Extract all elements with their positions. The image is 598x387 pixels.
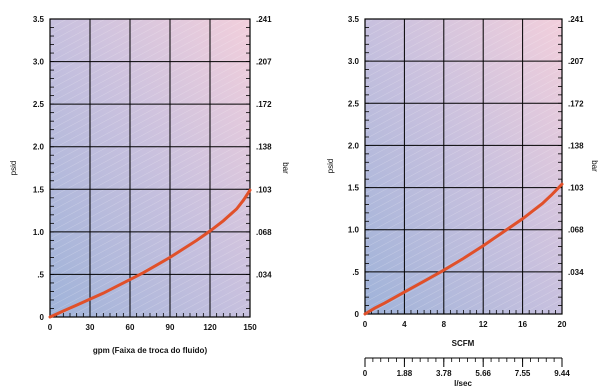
chart-2-y-tick-label: .5 xyxy=(352,268,359,277)
chart-2-y2-tick-labels: .034 .068 .103 .138 .172 .207 .241 xyxy=(568,15,584,277)
chart-2-y-tick-label: 0 xyxy=(355,310,360,319)
chart-1-y2-tick-label: .103 xyxy=(256,185,272,194)
chart-1-y-tick-label: 2.5 xyxy=(33,100,45,109)
chart-1-y-tick-label: 3.0 xyxy=(33,58,45,67)
chart-2-secondary-x-axis-label: l/sec xyxy=(454,379,472,387)
chart-2-y-axis-label: psid xyxy=(326,159,335,174)
chart-1-x-tick-label: 0 xyxy=(48,323,53,332)
chart-2-y-tick-labels: 0 .5 1.0 1.5 2.0 2.5 3.0 3.5 xyxy=(348,15,360,319)
chart-1-x-tick-labels: 0 30 60 90 120 150 xyxy=(48,323,257,332)
chart-1-x-tick-label: 90 xyxy=(166,323,175,332)
chart-1-plot-frame xyxy=(49,18,251,318)
chart-2-x-tick-label: 16 xyxy=(518,320,527,329)
chart-2-minor-ticks xyxy=(365,27,562,314)
chart-1-y2-axis-label: bar xyxy=(281,162,290,174)
chart-2-x2-tick-label: 7.55 xyxy=(515,369,531,378)
chart-1-y-tick-label: 1.5 xyxy=(33,185,45,194)
chart-1-grid xyxy=(50,19,250,317)
chart-1-x-axis-label: gpm (Faixa de troca do fluido) xyxy=(93,346,208,355)
chart-2-y-tick-label: 1.5 xyxy=(348,184,360,193)
chart-1-y2-tick-label: .241 xyxy=(256,15,272,24)
chart-2-y2-tick-label: .172 xyxy=(568,99,584,108)
chart-2-x2-tick-label: 1.88 xyxy=(397,369,413,378)
chart-2-x-axis-label: SCFM xyxy=(452,339,475,348)
chart-2-y2-tick-label: .103 xyxy=(568,184,584,193)
chart-1-y-tick-label: .5 xyxy=(37,270,44,279)
chart-2-x-tick-label: 0 xyxy=(363,320,368,329)
chart-2-y2-tick-label: .138 xyxy=(568,141,584,150)
chart-2-secondary-x-axis: 0 1.88 3.78 5.66 7.55 9.44 xyxy=(363,357,570,378)
chart-1: 0 .5 1.0 1.5 2.0 2.5 3.0 3.5 .034 .068 .103 .138 .1… xyxy=(9,15,290,355)
chart-2-x-tick-label: 12 xyxy=(479,320,488,329)
chart-1-minor-ticks xyxy=(50,27,250,317)
chart-1-y2-tick-label: .207 xyxy=(256,58,272,67)
chart-1-y2-tick-labels: .034 .068 .103 .138 .172 .207 .241 xyxy=(256,15,272,279)
chart-1-y-tick-label: 1.0 xyxy=(33,228,45,237)
chart-2-y-tick-label: 2.0 xyxy=(348,141,360,150)
chart-1-y2-tick-label: .068 xyxy=(256,228,272,237)
chart-1-x-tick-label: 60 xyxy=(126,323,135,332)
chart-1-y-axis-label: psid xyxy=(9,161,18,176)
chart-2-y-tick-label: 2.5 xyxy=(348,99,360,108)
chart-2-x2-tick-label: 5.66 xyxy=(475,369,491,378)
chart-2-plot-texture xyxy=(365,19,562,314)
chart-1-y2-tick-label: .034 xyxy=(256,270,272,279)
chart-2-series-line xyxy=(363,182,564,316)
chart-2-y2-axis-label: bar xyxy=(590,160,598,172)
chart-2-y2-tick-label: .241 xyxy=(568,15,584,24)
chart-2-x2-tick-label: 9.44 xyxy=(554,369,570,378)
chart-2-y2-tick-label: .034 xyxy=(568,268,584,277)
chart-2-x2-tick-label: 0 xyxy=(363,369,368,378)
chart-1-y-tick-labels: 0 .5 1.0 1.5 2.0 2.5 3.0 3.5 xyxy=(33,15,45,322)
chart-1-y2-tick-label: .172 xyxy=(256,100,272,109)
chart-1-x-tick-label: 150 xyxy=(243,323,257,332)
chart-2-x-tick-label: 4 xyxy=(402,320,407,329)
chart-2-plot-frame xyxy=(364,18,563,315)
chart-1-y2-tick-label: .138 xyxy=(256,143,272,152)
chart-2-y2-tick-label: .207 xyxy=(568,57,584,66)
chart-2-x-tick-label: 20 xyxy=(558,320,567,329)
chart-2-y-tick-label: 3.0 xyxy=(348,57,360,66)
chart-1-y-tick-label: 2.0 xyxy=(33,143,45,152)
chart-1-plot-texture xyxy=(50,19,250,317)
chart-2-y2-tick-label: .068 xyxy=(568,226,584,235)
chart-1-y-tick-label: 0 xyxy=(40,313,45,322)
chart-2-grid xyxy=(365,19,562,314)
chart-2-x-tick-labels: 0 4 8 12 16 20 xyxy=(363,320,567,329)
chart-2-x2-tick-label: 3.78 xyxy=(436,369,452,378)
chart-2: 0 .5 1.0 1.5 2.0 2.5 3.0 3.5 .034 .068 .103 .138 .1… xyxy=(326,15,598,387)
chart-2-y-tick-label: 1.0 xyxy=(348,226,360,235)
chart-2-x-tick-label: 8 xyxy=(442,320,447,329)
chart-2-y-tick-label: 3.5 xyxy=(348,15,360,24)
chart-1-y-tick-label: 3.5 xyxy=(33,15,45,24)
chart-1-series-line xyxy=(48,188,252,319)
chart-1-x-tick-label: 30 xyxy=(86,323,95,332)
chart-1-x-tick-label: 120 xyxy=(203,323,217,332)
